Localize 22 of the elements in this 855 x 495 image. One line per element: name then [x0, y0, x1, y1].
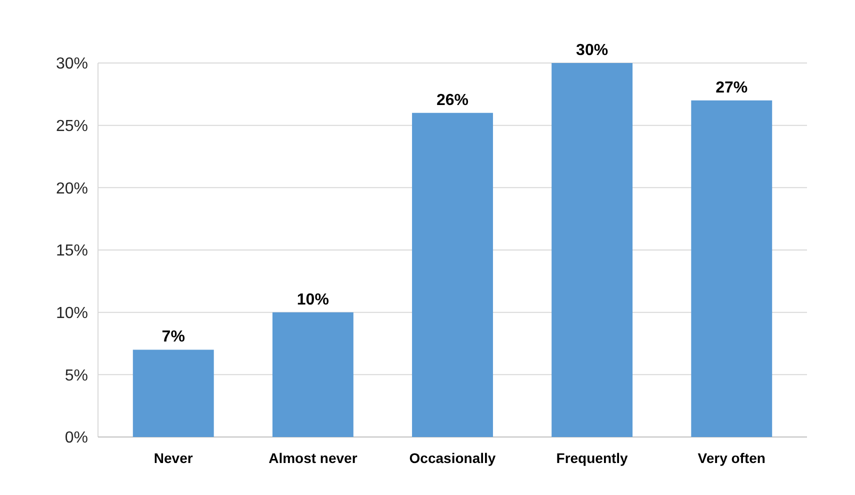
data-label: 10%	[296, 291, 329, 308]
x-tick-label: Never	[154, 450, 194, 466]
y-tick-label: 10%	[56, 304, 88, 322]
x-tick-label: Almost never	[268, 450, 358, 466]
bar	[412, 112, 493, 437]
bar	[272, 312, 354, 437]
bar	[132, 350, 214, 437]
y-tick-label: 5%	[64, 367, 88, 384]
data-label: 27%	[716, 79, 748, 96]
x-tick-label: Very often	[698, 450, 766, 466]
y-tick-label: 30%	[56, 56, 88, 73]
bar	[552, 63, 633, 437]
bar	[691, 100, 772, 437]
x-tick-label: Occasionally	[409, 450, 496, 466]
y-tick-label: 15%	[56, 242, 88, 260]
data-label: 26%	[436, 92, 469, 109]
y-tick-label: 20%	[56, 180, 88, 198]
x-tick-label: Frequently	[556, 450, 628, 466]
y-tick-label: 25%	[56, 118, 88, 135]
y-tick-label: 0%	[64, 430, 88, 447]
data-label: 30%	[576, 42, 608, 59]
data-label: 7%	[162, 328, 185, 346]
